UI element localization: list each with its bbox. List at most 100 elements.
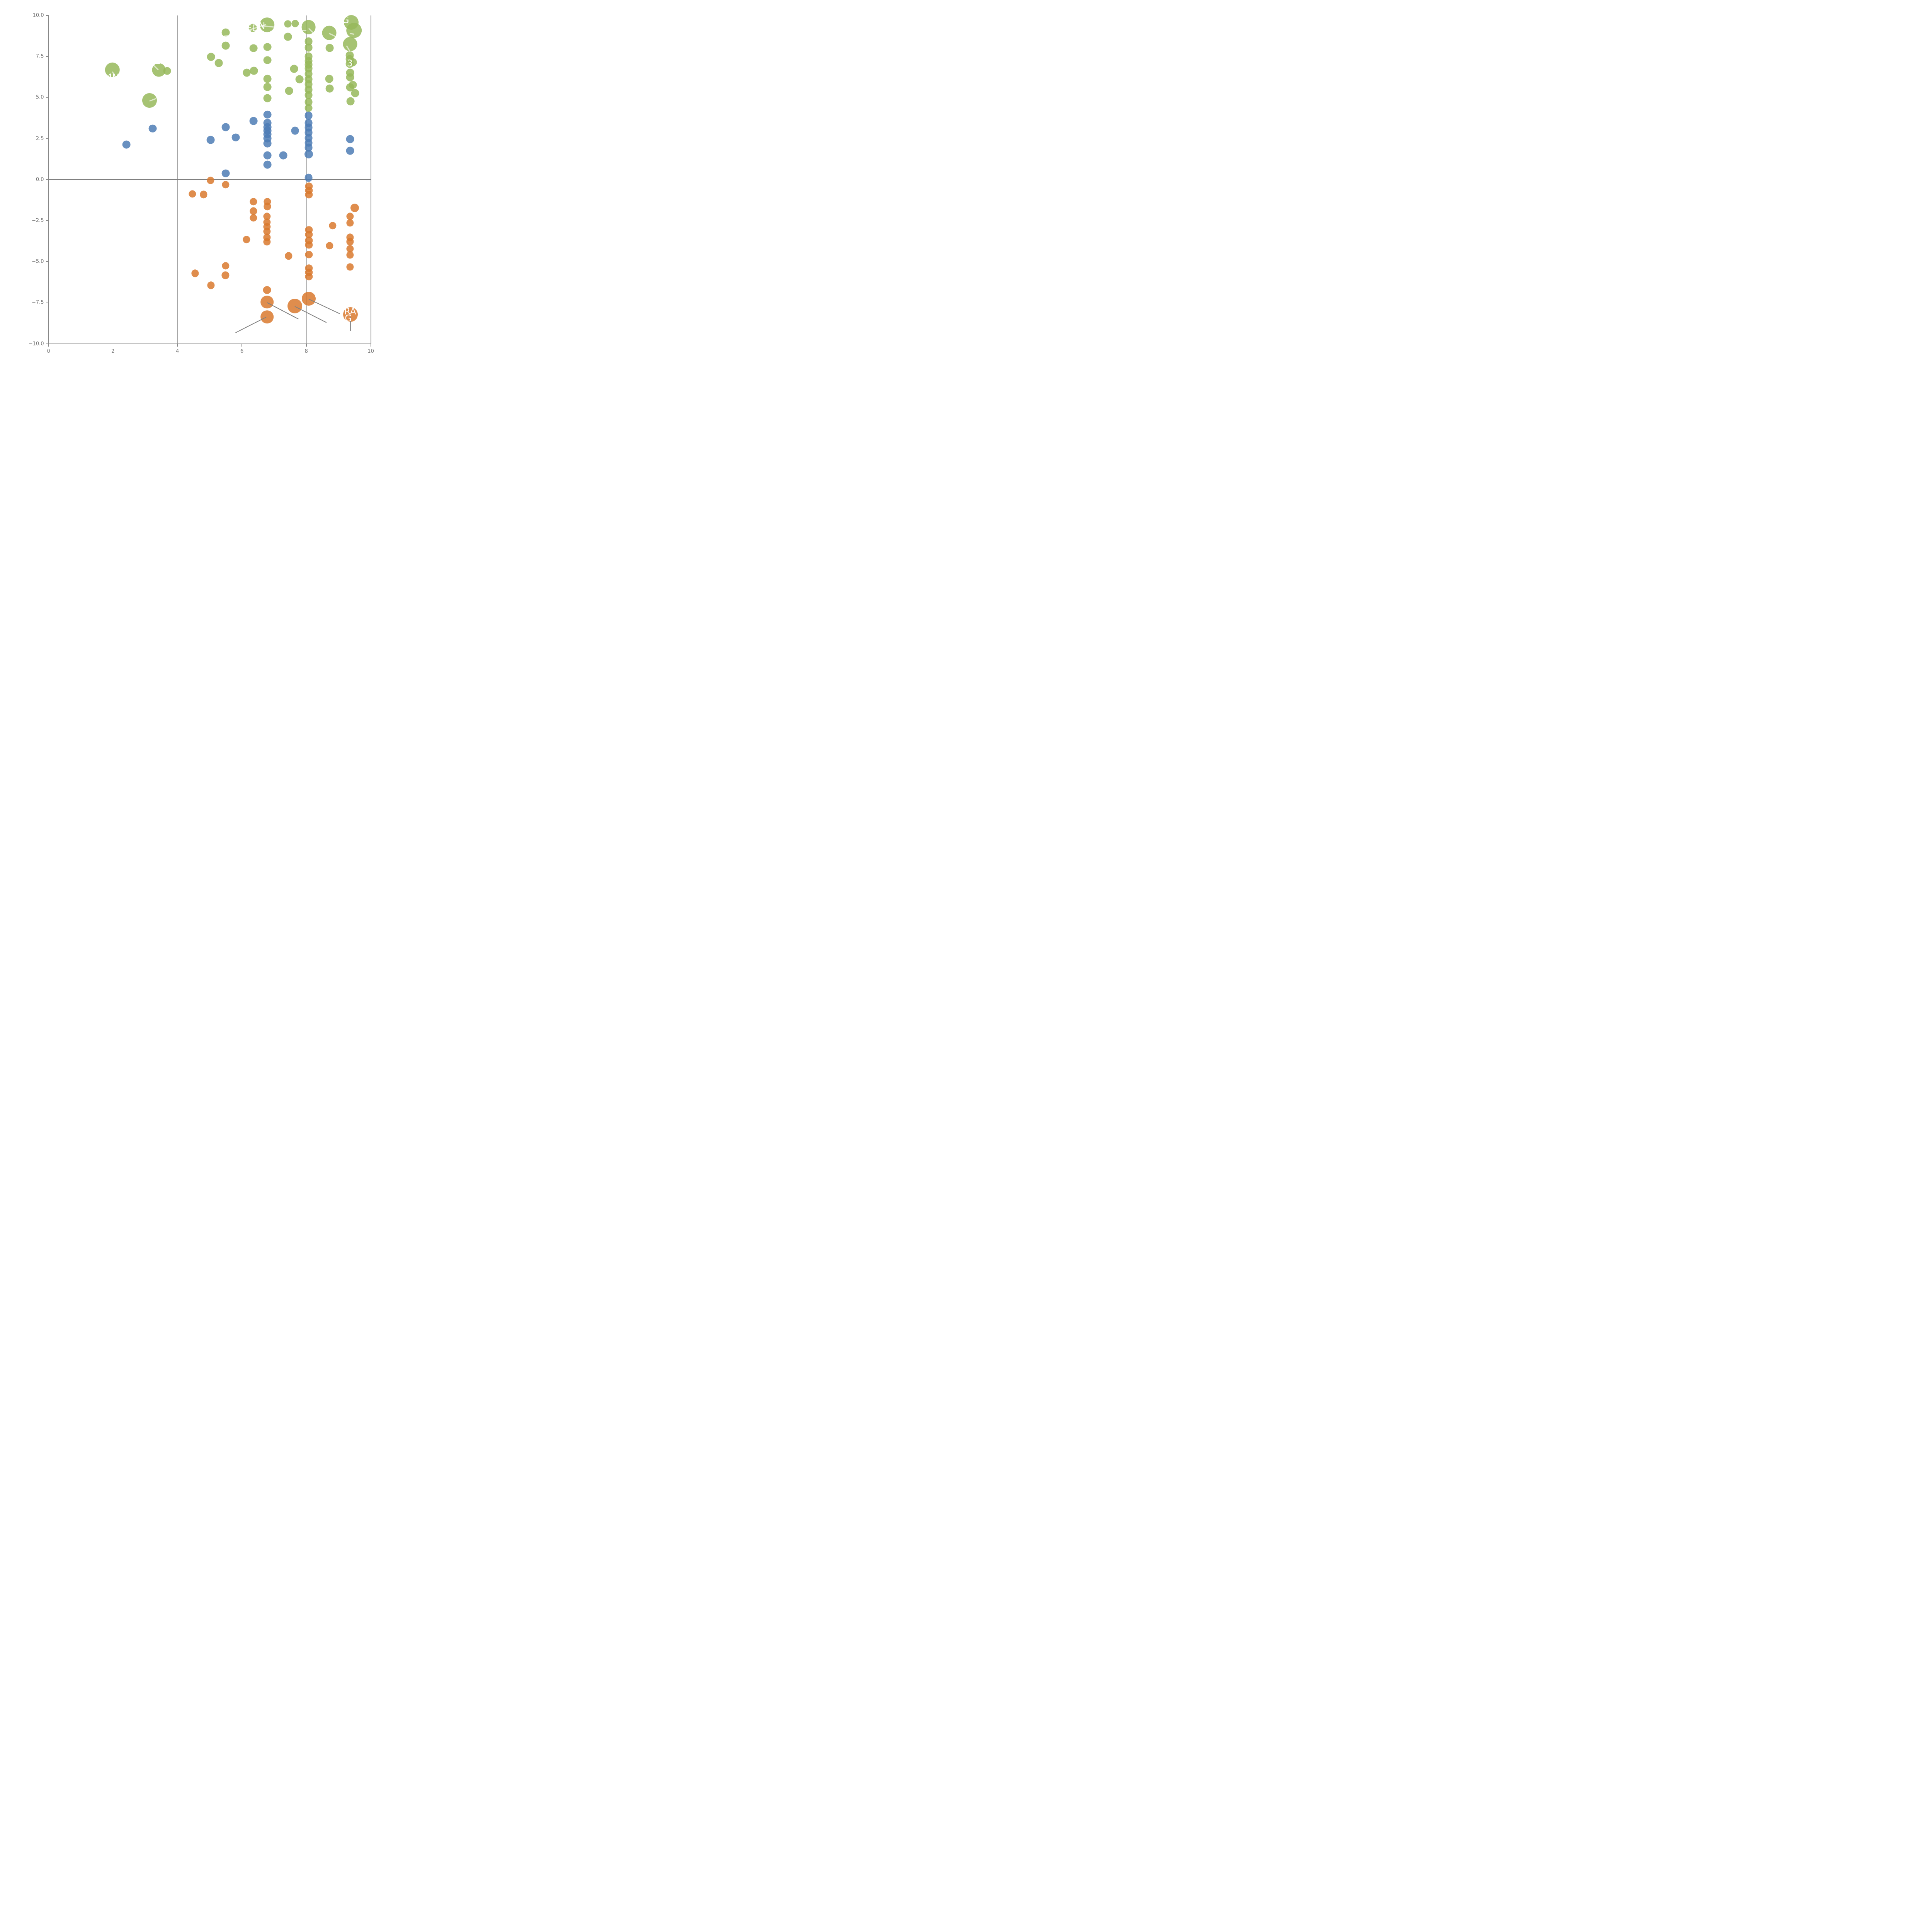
scatter-point-green-group	[346, 22, 362, 38]
scatter-point-green-group	[207, 53, 215, 61]
scatter-point-orange-group	[350, 204, 359, 213]
scatter-point-green-group	[343, 37, 357, 51]
y-tick-mark	[46, 138, 49, 139]
scatter-point-orange-group	[326, 242, 333, 250]
scatter-point-green-group	[250, 66, 258, 75]
annotation-fragment: D	[155, 56, 162, 66]
x-tick-label: 4	[176, 348, 179, 354]
scatter-point-orange-group	[243, 236, 250, 243]
y-tick-mark	[46, 15, 49, 16]
x-tick-mark	[112, 344, 114, 347]
scatter-point-orange-group	[264, 202, 271, 211]
scatter-point-blue-group	[221, 169, 230, 178]
annotation-fragment: N	[259, 21, 265, 31]
y-tick-mark	[46, 220, 49, 221]
scatter-point-green-group	[284, 20, 292, 28]
scatter-point-blue-group	[263, 111, 272, 119]
y-tick-mark	[46, 179, 49, 180]
scatter-point-green-group	[304, 37, 313, 46]
scatter-point-orange-group	[207, 281, 215, 289]
scatter-point-green-group	[263, 75, 272, 83]
scatter-point-orange-group	[222, 262, 230, 270]
x-tick-label: 0	[47, 348, 50, 354]
scatter-point-blue-group	[148, 124, 157, 133]
scatter-point-orange-group	[346, 251, 354, 259]
scatter-point-green-group	[249, 44, 258, 52]
scatter-point-green-group	[105, 62, 120, 78]
annotation-leader-line	[309, 298, 340, 314]
x-tick-label: 8	[304, 348, 308, 354]
annotation-fragment: RA	[344, 306, 356, 317]
scatter-point-green-group	[349, 58, 357, 66]
x-tick-mark	[177, 344, 178, 347]
scatter-point-green-group	[322, 26, 337, 40]
scatter-point-green-group	[346, 83, 354, 92]
scatter-point-green-group	[291, 20, 299, 27]
scatter-point-green-group	[263, 56, 272, 64]
scatter-point-blue-group	[346, 135, 354, 143]
scatter-point-green-group	[325, 44, 334, 52]
scatter-point-green-group	[351, 89, 359, 97]
scatter-point-orange-group	[329, 222, 337, 230]
scatter-point-green-group	[214, 59, 223, 67]
scatter-point-blue-group	[346, 147, 354, 155]
scatter-point-orange-group	[305, 251, 313, 259]
annotation-fragment: G	[342, 15, 349, 26]
scatter-point-green-group	[301, 20, 316, 34]
scatter-point-orange-group	[250, 214, 257, 222]
scatter-point-orange-group	[285, 252, 293, 260]
scatter-point-orange-group	[263, 228, 271, 235]
scatter-point-blue-group	[291, 126, 299, 135]
y-tick-label: 5.0	[36, 94, 44, 100]
scatter-point-blue-group	[304, 150, 313, 158]
y-tick-label: −5.0	[32, 259, 44, 265]
x-tick-mark	[306, 344, 307, 347]
scatter-point-orange-group	[191, 269, 199, 277]
scatter-point-orange-group	[346, 245, 354, 253]
scatter-point-green-group	[263, 83, 272, 91]
annotation-fragment: ED	[246, 23, 259, 34]
scatter-point-orange-group	[221, 271, 230, 279]
y-tick-label: 7.5	[36, 53, 44, 60]
scatter-point-green-group	[304, 104, 313, 112]
annotation-fragment: E	[239, 22, 245, 33]
scatter-point-orange-group	[260, 310, 274, 324]
scatter-point-green-group	[290, 65, 298, 73]
y-tick-label: −7.5	[32, 299, 44, 306]
scatter-point-blue-group	[122, 140, 131, 149]
scatter-point-blue-group	[206, 136, 215, 144]
y-tick-mark	[46, 97, 49, 98]
scatter-point-green-group	[304, 91, 313, 99]
annotation-white-leader-line	[302, 29, 306, 31]
scatter-point-green-group	[163, 67, 171, 75]
scatter-chart: 0 2 4 6 8 10 10.0 7.5 5.0 2.5 0.0 −2.5 −5.0 −7.5 −10.0…	[0, 0, 386, 386]
scatter-point-orange-group	[188, 190, 196, 198]
y-tick-label: 2.5	[36, 136, 44, 142]
y-tick-mark	[46, 56, 49, 57]
y-tick-label: 0.0	[36, 177, 44, 183]
scatter-point-orange-group	[305, 241, 313, 249]
scatter-point-blue-group	[304, 173, 313, 182]
scatter-point-green-group	[243, 68, 251, 77]
scatter-point-orange-group	[263, 286, 271, 294]
y-tick-mark	[46, 261, 49, 262]
annotation-fragment: 3	[347, 58, 353, 69]
scatter-point-orange-group	[305, 191, 313, 199]
x-tick-label: 10	[367, 348, 374, 354]
annotation-fragment: G	[345, 313, 352, 324]
scatter-point-green-group	[221, 28, 230, 37]
scatter-point-orange-group	[200, 190, 207, 199]
scatter-point-green-group	[221, 41, 230, 50]
scatter-point-orange-group	[250, 198, 257, 206]
scatter-point-blue-group	[263, 139, 272, 148]
scatter-point-blue-group	[279, 151, 287, 160]
scatter-point-orange-group	[302, 291, 316, 306]
scatter-point-green-group	[346, 73, 354, 82]
scatter-point-orange-group	[346, 212, 354, 220]
scatter-point-blue-group	[304, 143, 313, 152]
scatter-point-green-group	[346, 97, 355, 105]
annotation-leader-line	[294, 306, 327, 323]
scatter-point-orange-group	[287, 298, 302, 313]
scatter-point-orange-group	[250, 207, 257, 215]
scatter-point-orange-group	[346, 263, 354, 271]
